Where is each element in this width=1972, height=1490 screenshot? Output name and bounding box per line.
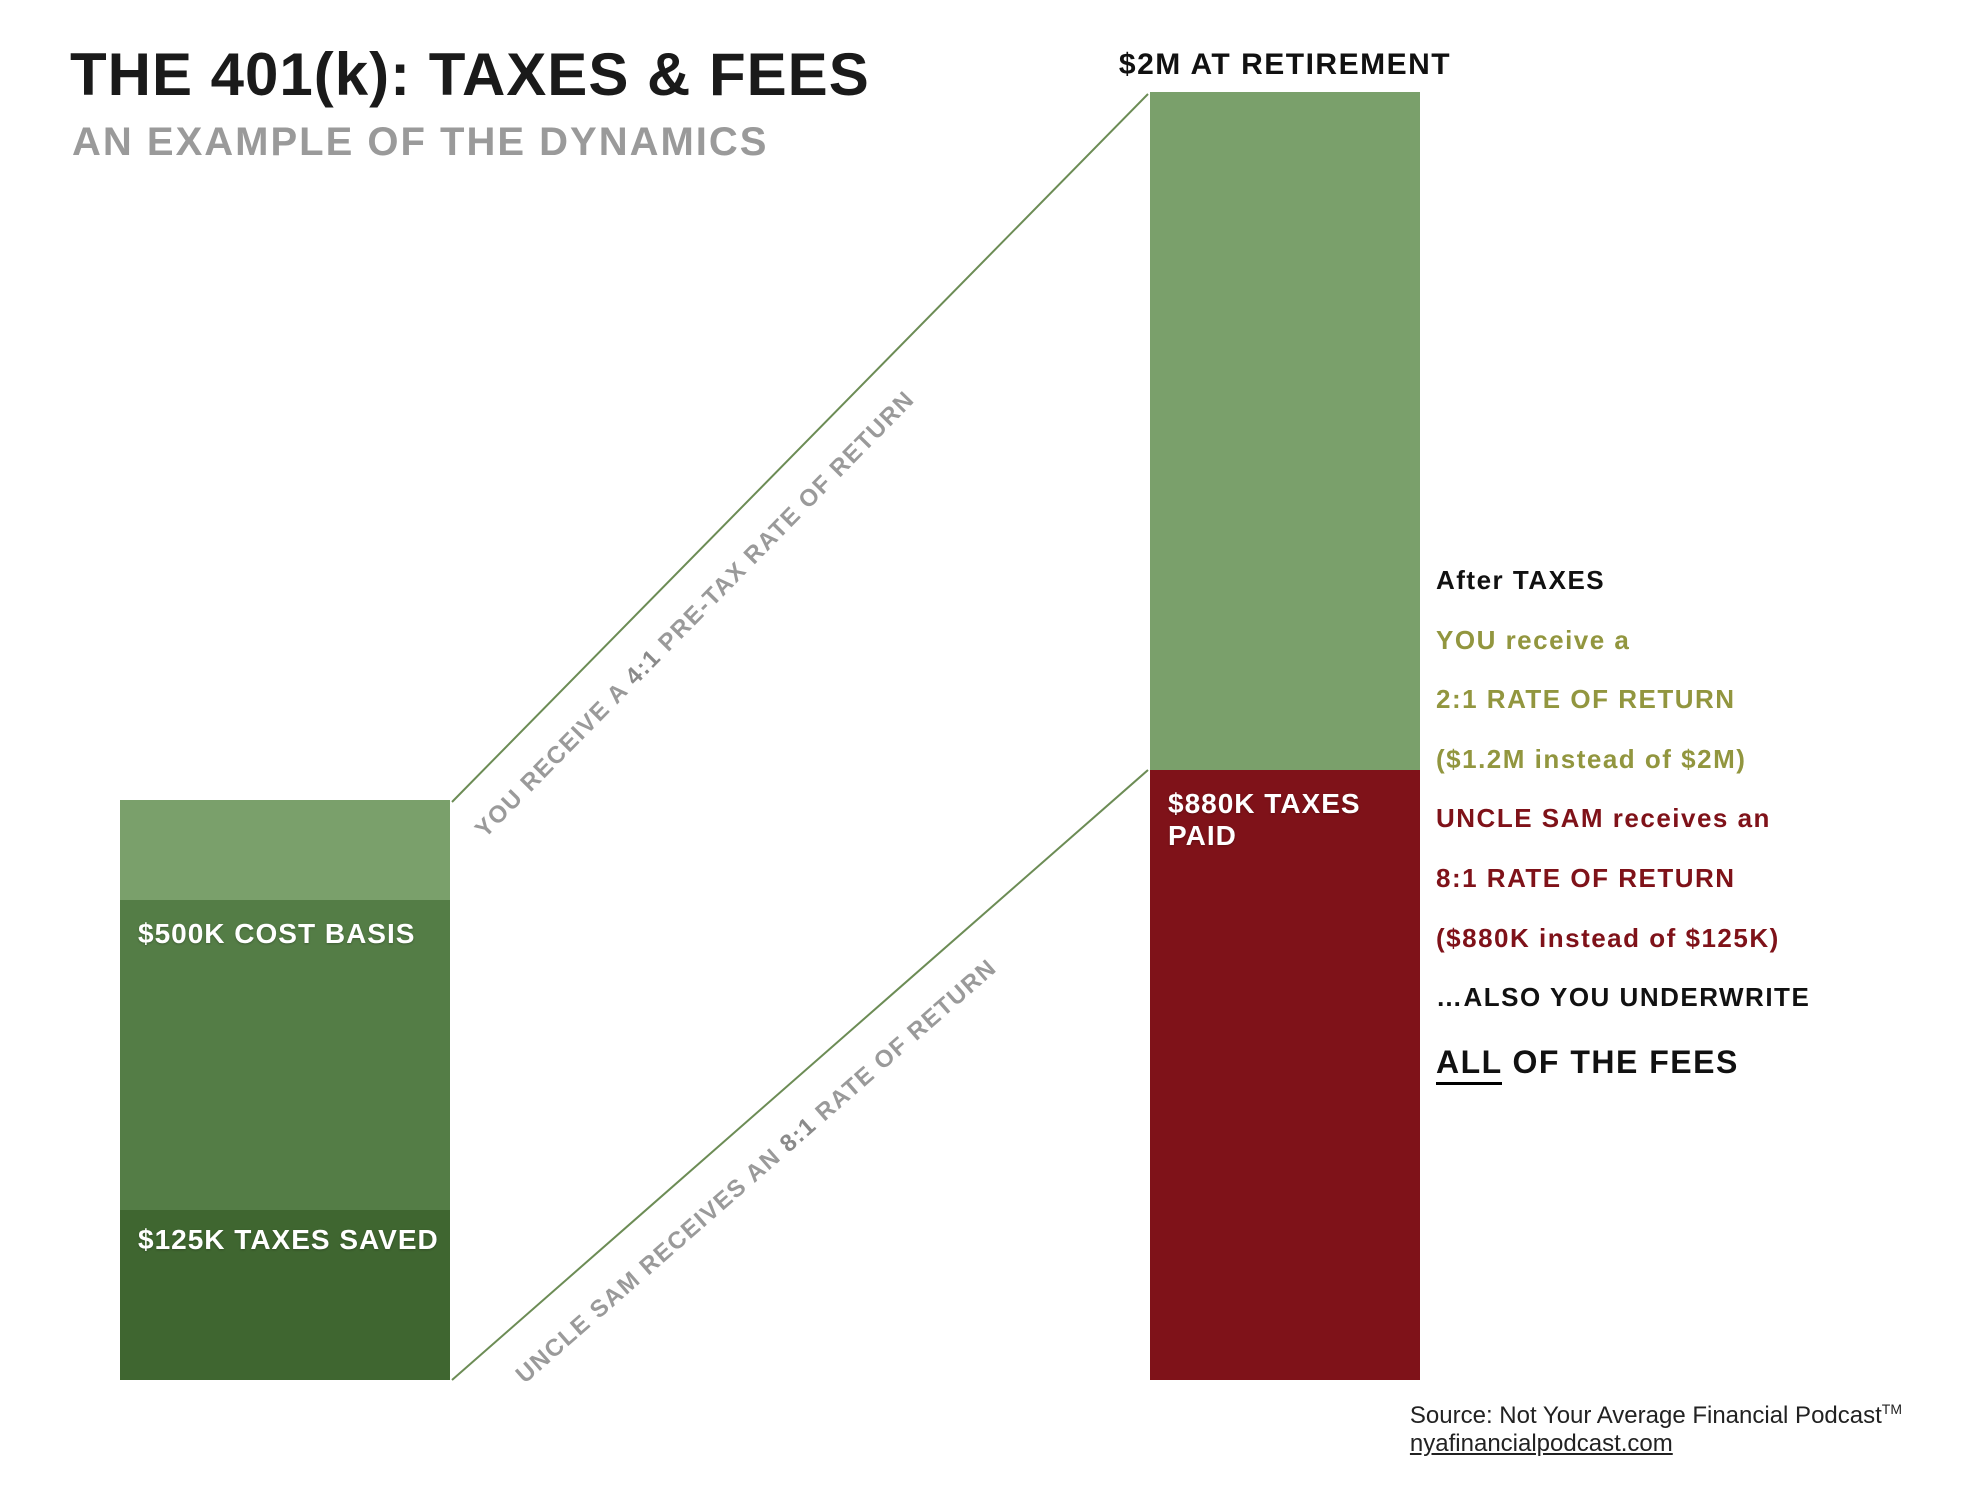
diag-lower-pre: UNCLE SAM RECEIVES AN xyxy=(511,1137,793,1388)
connector-upper xyxy=(452,94,1148,802)
bar-segment-label-taxes_saved: $125K TAXES SAVED xyxy=(138,1224,439,1256)
bar-segment-label-taxes_paid: $880K TAXES PAID xyxy=(1168,788,1420,852)
annotation-line-4: UNCLE SAM receives an xyxy=(1436,798,1936,840)
right-stacked-bar: $880K TAXES PAID xyxy=(1150,0,1420,1380)
annotation-line-3: ($1.2M instead of $2M) xyxy=(1436,739,1936,781)
bar-segment-net_upper xyxy=(1150,92,1420,770)
annotation-tail-rest: OF THE FEES xyxy=(1502,1044,1739,1080)
source-credit: Source: Not Your Average Financial Podca… xyxy=(1410,1401,1902,1458)
annotation-block: After TAXES YOU receive a 2:1 RATE OF RETU… xyxy=(1436,560,1936,1106)
diag-lower-post: RATE OF RETURN xyxy=(804,954,1002,1132)
bar-segment-cost_basis_cap xyxy=(120,800,450,900)
annotation-line-1: YOU receive a xyxy=(1436,620,1936,662)
left-stacked-bar: $125K TAXES SAVED $500K COST BASIS xyxy=(120,0,450,1380)
diag-upper-post: PRE-TAX RATE OF RETURN xyxy=(647,386,920,663)
diag-upper-pre: YOU RECEIVE A xyxy=(470,672,639,844)
annotation-line-7: …ALSO YOU UNDERWRITE xyxy=(1436,977,1936,1019)
source-url: nyafinancialpodcast.com xyxy=(1410,1430,1673,1457)
bar-segment-taxes_paid xyxy=(1150,770,1420,1380)
annotation-line-2: 2:1 RATE OF RETURN xyxy=(1436,679,1936,721)
source-line1: Source: Not Your Average Financial Podca… xyxy=(1410,1402,1882,1429)
source-tm: TM xyxy=(1882,1401,1902,1417)
diag-label-upper: YOU RECEIVE A 4:1 PRE-TAX RATE OF RETURN xyxy=(470,386,921,844)
annotation-tail: ALL OF THE FEES xyxy=(1436,1037,1936,1088)
annotation-line-5: 8:1 RATE OF RETURN xyxy=(1436,858,1936,900)
annotation-line-6: ($880K instead of $125K) xyxy=(1436,918,1936,960)
bar-segment-label-cost_basis_main: $500K COST BASIS xyxy=(138,918,415,950)
infographic-canvas: THE 401(k): TAXES & FEES AN EXAMPLE OF T… xyxy=(0,0,1972,1490)
right-bar-top-label: $2M AT RETIREMENT xyxy=(1119,48,1451,82)
annotation-tail-all: ALL xyxy=(1436,1044,1502,1085)
diag-label-lower: UNCLE SAM RECEIVES AN 8:1 RATE OF RETURN xyxy=(511,954,1003,1390)
connector-lower xyxy=(452,770,1148,1380)
annotation-line-0: After TAXES xyxy=(1436,560,1936,602)
